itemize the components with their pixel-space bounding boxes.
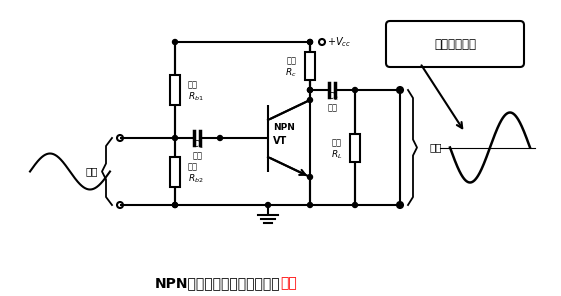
Bar (305, 52, 315, 80)
Circle shape (398, 88, 402, 92)
Text: $+V_{cc}$: $+V_{cc}$ (327, 35, 351, 49)
FancyBboxPatch shape (386, 21, 524, 67)
Circle shape (265, 202, 270, 207)
Circle shape (352, 88, 357, 92)
Text: NPN型晶体管共射极放大单元: NPN型晶体管共射极放大单元 (155, 276, 280, 290)
Text: 输入: 输入 (86, 166, 98, 176)
Text: 负载: 负载 (287, 57, 297, 65)
Circle shape (307, 39, 312, 44)
Circle shape (307, 39, 312, 44)
Circle shape (218, 136, 223, 141)
Text: VT: VT (273, 136, 287, 146)
Text: 耦合: 耦合 (192, 152, 203, 160)
Circle shape (172, 202, 177, 207)
Text: $R_{b2}$: $R_{b2}$ (188, 172, 204, 185)
Text: 电路: 电路 (280, 276, 297, 290)
Text: $R_{b1}$: $R_{b1}$ (188, 91, 204, 103)
Circle shape (307, 202, 312, 207)
Text: 耦合: 耦合 (328, 104, 338, 112)
Text: 偏置: 偏置 (188, 81, 198, 89)
Bar (350, 133, 360, 162)
Text: 输入反相信号: 输入反相信号 (434, 38, 476, 51)
Circle shape (172, 39, 177, 44)
Text: $C_1$: $C_1$ (192, 139, 204, 151)
Circle shape (307, 175, 312, 179)
Text: $R_c$: $R_c$ (286, 67, 297, 79)
Circle shape (307, 88, 312, 92)
Bar (170, 75, 180, 105)
Text: $C_2$: $C_2$ (327, 91, 338, 103)
Text: $R_L$: $R_L$ (330, 148, 342, 161)
Circle shape (172, 136, 177, 141)
Circle shape (307, 88, 312, 92)
Circle shape (352, 202, 357, 207)
Text: 负载: 负载 (332, 138, 342, 147)
Bar (170, 157, 180, 186)
Text: 偏置: 偏置 (188, 162, 198, 171)
Text: NPN: NPN (273, 123, 295, 133)
Circle shape (172, 202, 177, 207)
Text: 输出: 输出 (430, 142, 443, 152)
Circle shape (307, 97, 312, 102)
Circle shape (398, 202, 402, 207)
